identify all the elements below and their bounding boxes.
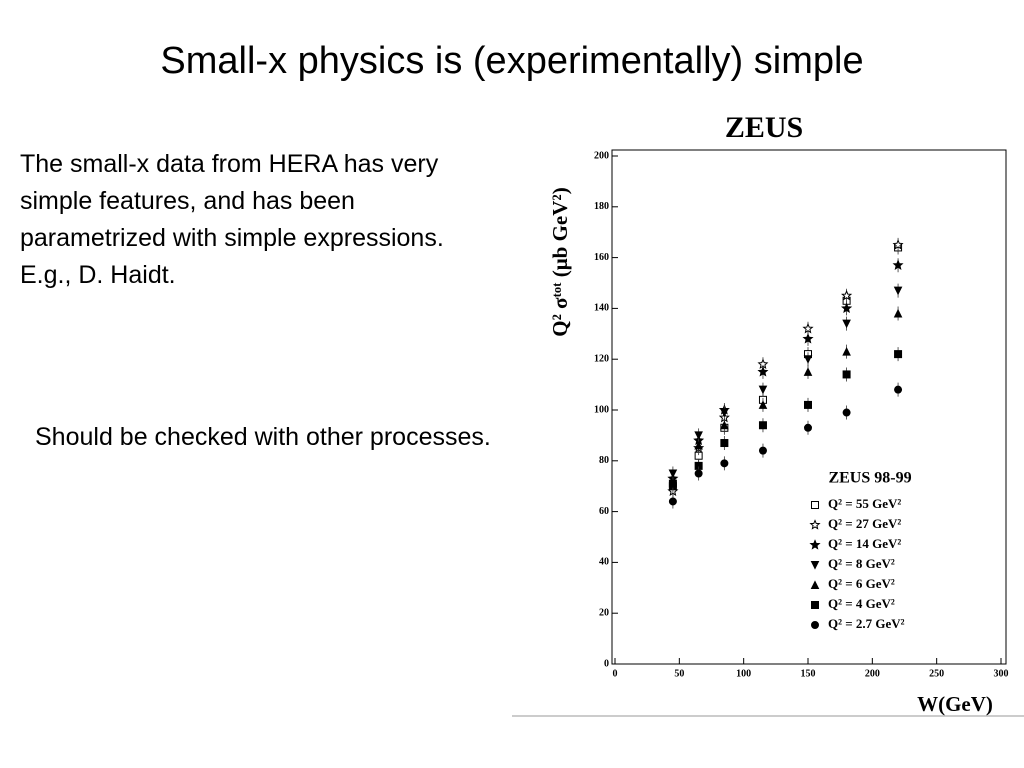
- legend-marker: [809, 539, 821, 550]
- legend-label: Q² = 14 GeV²: [828, 536, 901, 551]
- data-point: [720, 408, 729, 418]
- data-point: [720, 459, 729, 468]
- data-point: [804, 400, 812, 409]
- data-point: [802, 322, 814, 334]
- x-axis-label: W(GeV): [917, 692, 993, 716]
- data-point: [802, 333, 814, 344]
- data-point: [841, 302, 853, 314]
- x-tick-label: 50: [674, 668, 684, 679]
- data-point: [893, 286, 903, 296]
- data-point: [694, 469, 703, 478]
- data-point: [842, 319, 851, 329]
- legend-marker: [810, 561, 820, 570]
- data-point: [841, 289, 853, 301]
- data-point: [758, 446, 767, 455]
- x-tick-label: 200: [865, 668, 880, 679]
- legend-title: ZEUS 98-99: [828, 470, 911, 487]
- data-point: [892, 259, 904, 270]
- data-point: [668, 479, 677, 488]
- y-tick-label: 160: [594, 252, 609, 263]
- legend-marker: [811, 501, 819, 509]
- legend-marker: [811, 621, 819, 629]
- y-tick-label: 140: [594, 303, 609, 314]
- legend-label: Q² = 55 GeV²: [828, 496, 901, 511]
- y-tick-label: 100: [594, 404, 609, 415]
- data-point: [842, 370, 851, 379]
- chart-title: ZEUS: [725, 111, 803, 144]
- paragraph: The small-x data from HERA has very simp…: [20, 150, 444, 289]
- y-tick-label: 0: [604, 658, 609, 669]
- y-tick-label: 80: [599, 455, 609, 466]
- y-tick-label: 20: [599, 607, 609, 618]
- y-tick-label: 60: [599, 506, 609, 517]
- plot-frame: [611, 149, 1007, 665]
- data-point: [894, 385, 903, 394]
- y-axis-label: Q² σᵗᵒᵗ (μb GeV²): [548, 187, 572, 336]
- data-point: [694, 431, 703, 441]
- y-tick-label: 180: [594, 201, 609, 212]
- x-tick-label: 250: [929, 668, 944, 679]
- legend-label: Q² = 27 GeV²: [828, 516, 901, 531]
- legend-label: Q² = 6 GeV²: [828, 576, 895, 591]
- legend-label: Q² = 4 GeV²: [828, 596, 895, 611]
- data-point: [803, 355, 813, 364]
- data-point: [804, 423, 812, 432]
- data-point: [842, 408, 851, 417]
- data-point: [720, 439, 729, 448]
- data-point: [720, 420, 729, 430]
- data-point: [668, 497, 677, 506]
- legend-marker: [809, 519, 821, 530]
- data-point: [758, 385, 768, 395]
- legend-label: Q² = 8 GeV²: [828, 556, 895, 571]
- data-point: [893, 308, 903, 318]
- data-point: [758, 421, 767, 430]
- x-tick-label: 150: [801, 668, 816, 679]
- x-tick-label: 300: [994, 668, 1009, 679]
- paragraph: Should be checked with other processes.: [35, 423, 491, 451]
- y-tick-label: 120: [594, 353, 609, 364]
- legend-marker: [811, 601, 819, 609]
- y-tick-label: 200: [594, 150, 609, 161]
- data-point: [757, 366, 769, 377]
- x-tick-label: 100: [736, 668, 751, 679]
- y-tick-label: 40: [599, 557, 609, 568]
- slide-title: Small-x physics is (experimentally) simp…: [160, 40, 864, 82]
- data-point: [894, 350, 903, 359]
- data-point: [668, 469, 678, 479]
- data-point: [842, 346, 851, 356]
- data-point: [758, 400, 768, 409]
- data-point: [803, 367, 813, 376]
- x-tick-label: 0: [613, 668, 618, 679]
- legend-marker: [810, 580, 820, 589]
- data-point: [694, 440, 703, 450]
- data-point: [892, 239, 904, 250]
- legend-label: Q² = 2.7 GeV²: [828, 616, 905, 631]
